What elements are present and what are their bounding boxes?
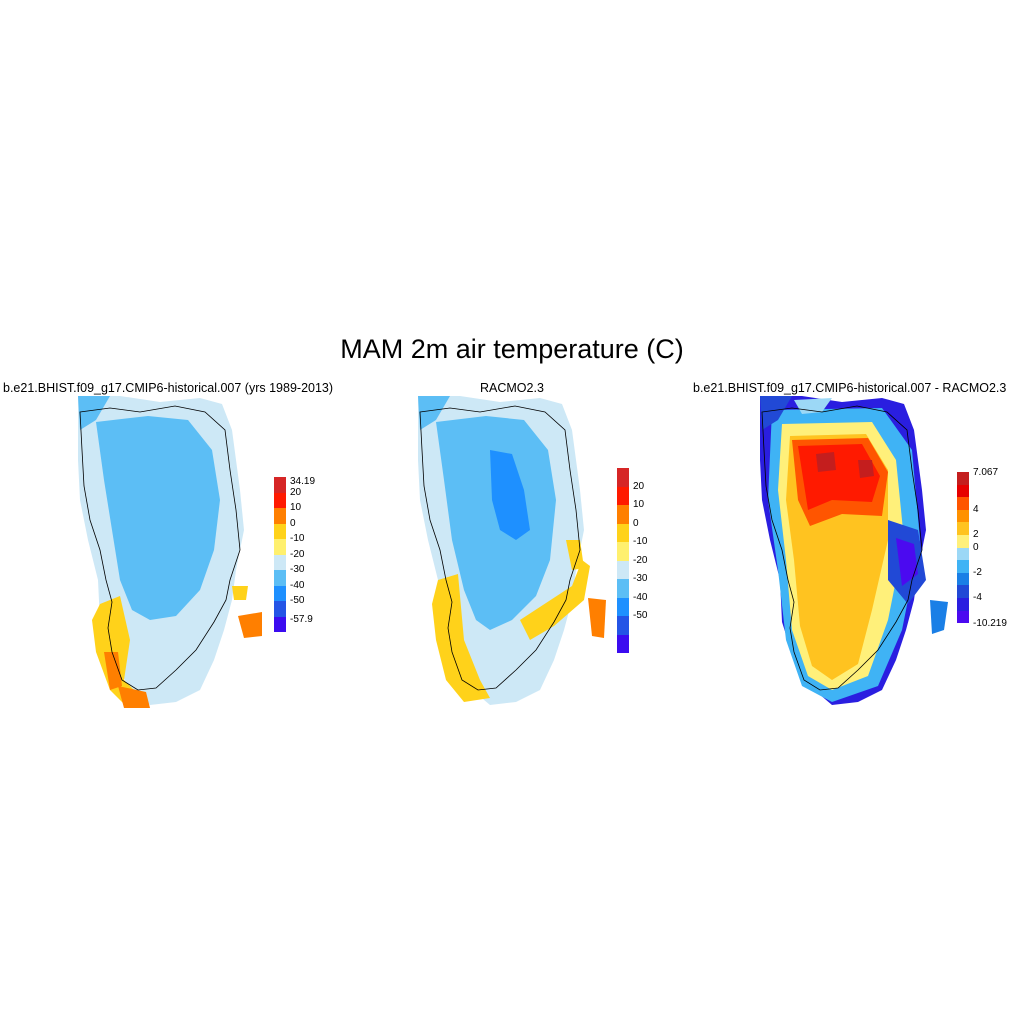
warm-coast [432, 574, 490, 702]
colorbar-swatch [957, 547, 969, 561]
colorbar-label: -20 [633, 554, 648, 566]
colorbar-swatch [957, 572, 969, 586]
colorbar-label: 10 [290, 502, 302, 513]
coastline [419, 405, 581, 691]
colorbar-swatch [274, 523, 286, 539]
colorbar-swatch [957, 484, 969, 498]
panel-3-title: b.e21.BHIST.f09_g17.CMIP6-historical.007… [693, 381, 1007, 395]
colorbar-swatch [274, 585, 286, 601]
colorbar-swatch [617, 634, 629, 653]
colorbar-swatch [617, 468, 629, 487]
colorbar-swatch [957, 610, 969, 624]
colorbar-swatch [274, 616, 286, 632]
map-region [896, 538, 918, 586]
colorbar-swatch [957, 522, 969, 535]
colorbar-swatch [617, 597, 629, 616]
colorbar-label: -57.9 [290, 613, 313, 625]
map-region [78, 396, 110, 430]
map-region [104, 652, 122, 690]
colorbar-swatch [957, 585, 969, 598]
cold-core [490, 450, 530, 540]
map-region [794, 398, 832, 414]
map-region [418, 396, 450, 430]
map-region [588, 598, 606, 638]
map-region [118, 686, 150, 708]
colorbar-swatch [957, 598, 969, 611]
colorbar-label: -30 [290, 564, 305, 575]
colorbar-swatch [957, 509, 969, 523]
colorbar-swatch [617, 542, 629, 561]
panel-3-map [760, 396, 948, 705]
colorbar-label: -50 [633, 610, 648, 621]
colorbar-swatch [617, 505, 629, 524]
figure-title: MAM 2m air temperature (C) [340, 334, 684, 364]
colorbar-label: 0 [290, 517, 296, 529]
colorbar-swatch [274, 539, 286, 555]
colorbar-label: -40 [290, 579, 305, 591]
colorbar-label: -20 [290, 548, 305, 560]
colorbar-swatch [957, 472, 969, 485]
coastline [761, 405, 923, 691]
colorbar-swatch [617, 523, 629, 542]
colorbar-swatch [617, 579, 629, 598]
colorbar-swatch [957, 560, 969, 573]
map-region [816, 452, 836, 472]
map-region [520, 560, 590, 640]
colorbar-label: -40 [633, 591, 648, 603]
ice-interior [96, 416, 220, 620]
colorbar-swatch [274, 601, 286, 617]
colorbar-swatch [274, 554, 286, 570]
panel-2-map [418, 396, 606, 705]
colorbar-swatch [957, 535, 969, 548]
colorbar-label: -10 [290, 533, 305, 544]
colorbar-label: -30 [633, 573, 648, 584]
ice-interior [436, 416, 556, 630]
colorbar-label: 20 [290, 486, 302, 498]
colorbar-label: -2 [973, 566, 982, 578]
coastline [79, 405, 241, 691]
colorbar-label: -4 [973, 592, 982, 603]
colorbar-label: -10 [633, 536, 648, 547]
panel-1-map [78, 396, 262, 708]
colorbar-label: -10.219 [973, 618, 1007, 630]
map-region [858, 460, 874, 478]
map-region [238, 612, 262, 638]
colorbar-swatch [274, 508, 286, 524]
colorbar-swatch [617, 486, 629, 505]
colorbar-label: -50 [290, 595, 305, 606]
colorbar-label: 0 [633, 517, 639, 529]
colorbar-swatch [957, 497, 969, 510]
colorbar-label: 0 [973, 541, 979, 553]
colorbar-swatch [274, 477, 286, 493]
colorbar-label: 7.067 [973, 467, 999, 479]
colorbar-swatch [617, 560, 629, 579]
map-region [232, 586, 248, 600]
colorbar-label: 2 [973, 529, 979, 540]
map-region [930, 600, 948, 634]
colorbar-label: 4 [973, 503, 979, 515]
colorbar-label: 20 [633, 480, 645, 492]
colorbar-label: 34.19 [290, 475, 316, 487]
panel-1-title: b.e21.BHIST.f09_g17.CMIP6-historical.007… [3, 381, 334, 395]
colorbar-swatch [617, 616, 629, 635]
map-region [760, 396, 792, 430]
panel-2-title: RACMO2.3 [480, 381, 544, 395]
colorbar-swatch [274, 570, 286, 586]
colorbar-label: 10 [633, 499, 645, 510]
colorbar-swatch [274, 492, 286, 508]
